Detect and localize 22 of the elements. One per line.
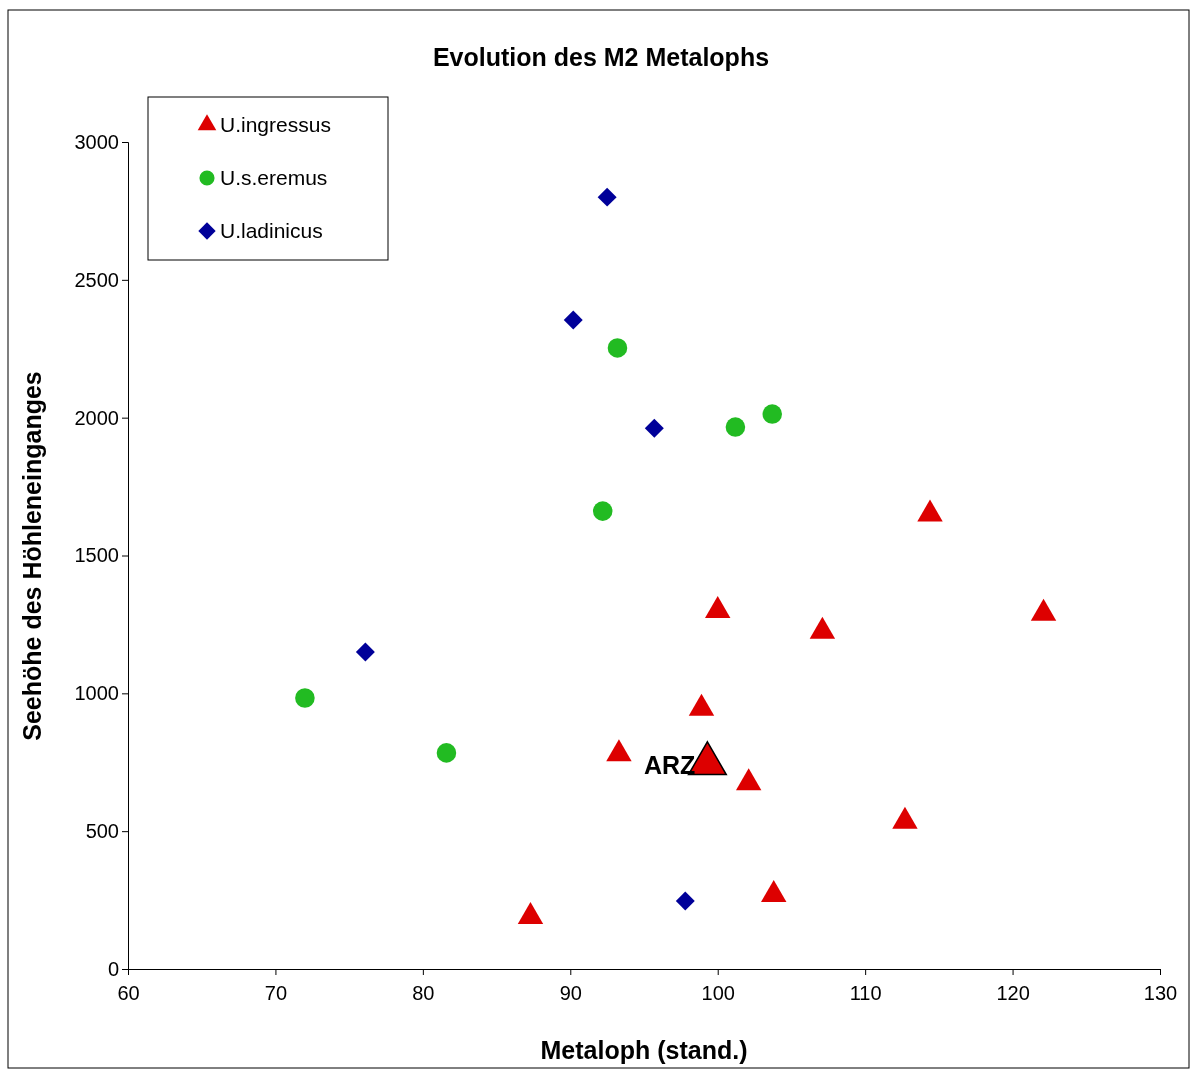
- x-tick-label: 70: [264, 982, 288, 1004]
- x-tick-label: 130: [1143, 982, 1178, 1004]
- y-tick-label: 1500: [74, 544, 119, 567]
- y-tick-label: 0: [107, 957, 119, 980]
- legend-label: U.s.eremus: [220, 166, 328, 189]
- x-axis-title: Metaloph (stand.): [540, 1036, 748, 1064]
- y-axis-title: Seehöhe des Höhleneinganges: [18, 371, 46, 741]
- legend-label: U.ladinicus: [220, 219, 323, 242]
- y-tick-label: 3000: [74, 130, 119, 153]
- y-tick-label: 2500: [74, 268, 119, 291]
- x-tick-label: 60: [117, 982, 140, 1004]
- x-tick-label: 110: [849, 982, 882, 1004]
- y-tick-label: 2000: [74, 406, 119, 429]
- chart-title: Evolution des M2 Metalophs: [432, 43, 770, 71]
- x-tick-label: 100: [701, 982, 735, 1004]
- y-tick-label: 500: [85, 820, 119, 843]
- x-tick-label: 80: [412, 982, 435, 1004]
- y-tick-label: 1000: [74, 682, 119, 705]
- legend-label: U.ingressus: [220, 113, 331, 136]
- x-tick-label: 90: [559, 982, 582, 1004]
- annotation: ARZ: [644, 750, 696, 779]
- x-tick-label: 120: [996, 982, 1030, 1004]
